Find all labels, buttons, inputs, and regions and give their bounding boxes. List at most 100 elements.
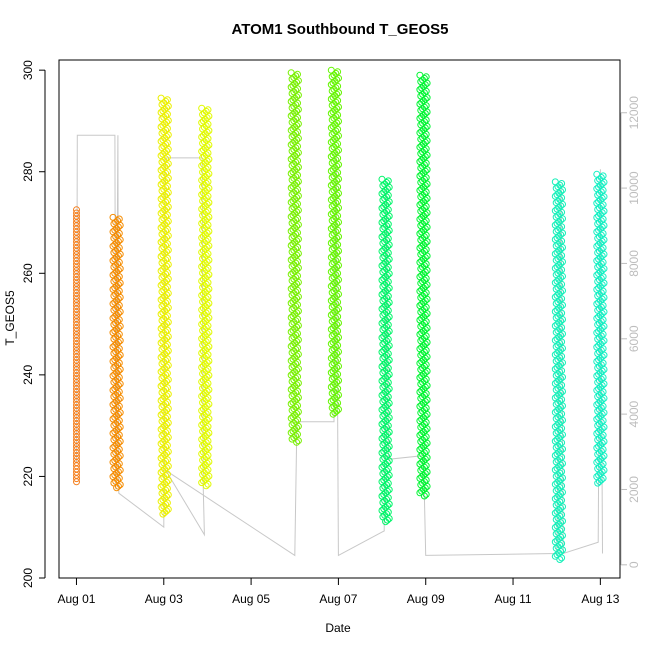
data-point xyxy=(335,117,342,125)
data-point xyxy=(205,256,213,264)
data-point xyxy=(598,367,606,375)
data-point xyxy=(113,484,121,492)
data-point xyxy=(335,391,342,399)
data-point xyxy=(205,400,213,408)
series-flight-2 xyxy=(109,213,124,492)
data-point xyxy=(294,128,301,136)
data-point xyxy=(163,384,171,392)
data-point xyxy=(599,172,607,180)
data-point xyxy=(294,365,302,373)
data-point xyxy=(205,242,213,250)
data-point xyxy=(558,367,566,375)
data-point xyxy=(203,215,211,223)
data-point xyxy=(114,482,122,490)
data-point xyxy=(205,299,213,307)
data-point xyxy=(421,268,429,276)
data-point xyxy=(163,369,171,377)
data-point xyxy=(293,179,301,187)
data-point xyxy=(422,174,430,182)
data-point xyxy=(599,460,607,468)
data-point xyxy=(204,351,212,359)
data-point xyxy=(422,159,430,167)
series-flight-1 xyxy=(73,206,80,486)
data-point xyxy=(163,190,170,198)
y-tick-label: 220 xyxy=(21,466,35,486)
data-point xyxy=(333,119,341,127)
series-flight-6 xyxy=(327,66,342,418)
x-tick-label: Aug 05 xyxy=(232,592,270,606)
data-point xyxy=(294,408,302,416)
data-point xyxy=(422,202,430,210)
data-point xyxy=(423,295,431,303)
data-point xyxy=(421,81,429,89)
data-point xyxy=(164,405,172,412)
data-point xyxy=(293,194,301,201)
data-point xyxy=(204,221,212,229)
data-point xyxy=(333,76,341,84)
data-point xyxy=(204,408,212,416)
data-point xyxy=(164,117,172,124)
data-point xyxy=(385,385,393,393)
series-flight-7 xyxy=(378,175,393,526)
data-point xyxy=(423,439,431,447)
data-point xyxy=(163,507,170,515)
data-point xyxy=(334,68,342,76)
data-point xyxy=(383,199,391,207)
data-point xyxy=(422,303,430,311)
data-point xyxy=(164,102,172,110)
data-point xyxy=(294,91,302,99)
data-point xyxy=(558,396,566,403)
series-flight-4 xyxy=(198,104,213,490)
data-point xyxy=(116,423,124,431)
data-point xyxy=(599,374,607,381)
data-point xyxy=(203,186,211,194)
data-point xyxy=(421,484,429,492)
data-point xyxy=(383,228,391,236)
data-point xyxy=(161,509,169,516)
data-point xyxy=(115,402,123,410)
data-point xyxy=(205,213,213,221)
data-point xyxy=(293,136,301,144)
data-point xyxy=(164,189,172,196)
data-point xyxy=(294,235,302,243)
data-point xyxy=(205,227,213,235)
data-point xyxy=(293,352,301,360)
data-point xyxy=(203,157,211,165)
data-point xyxy=(203,128,211,136)
data-point xyxy=(205,314,213,322)
data-point xyxy=(334,82,342,90)
data-point xyxy=(203,171,211,179)
data-point xyxy=(164,246,172,254)
data-point xyxy=(559,330,566,338)
data-point xyxy=(421,167,429,175)
data-point xyxy=(294,422,302,430)
series-flight-10 xyxy=(593,170,608,487)
data-point xyxy=(163,96,171,104)
data-point xyxy=(163,104,170,112)
data-point xyxy=(600,294,608,301)
data-point xyxy=(423,396,431,404)
data-point xyxy=(204,307,212,315)
data-point xyxy=(205,271,213,279)
data-point xyxy=(385,515,393,522)
data-point xyxy=(163,205,170,212)
data-point xyxy=(423,223,431,231)
data-point xyxy=(423,310,431,318)
data-point xyxy=(423,353,431,361)
data-point xyxy=(384,465,392,473)
data-point xyxy=(205,141,213,149)
data-point xyxy=(203,359,211,367)
data-point xyxy=(384,494,392,502)
data-point xyxy=(203,287,211,295)
data-point xyxy=(600,193,608,201)
data-point xyxy=(558,468,566,475)
data-point xyxy=(294,77,302,85)
data-point xyxy=(558,439,566,447)
data-point xyxy=(294,286,301,294)
data-point xyxy=(423,338,431,346)
data-point xyxy=(203,459,211,467)
data-point xyxy=(335,319,342,327)
data-point xyxy=(335,103,342,111)
data-point xyxy=(599,388,607,396)
data-point xyxy=(422,116,430,124)
